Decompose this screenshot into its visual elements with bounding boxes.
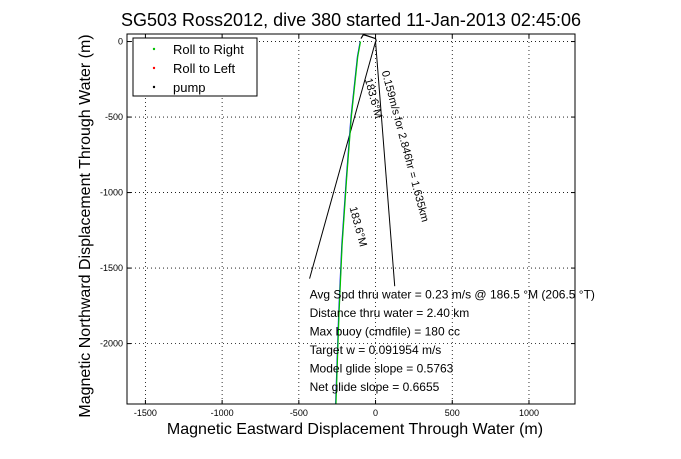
plot-area-frame	[126, 33, 576, 405]
legend-marker	[152, 85, 156, 89]
legend-label: Roll to Right	[173, 42, 244, 57]
heading-guide-line	[375, 41, 396, 287]
x-tick-label: -1000	[211, 408, 234, 418]
y-tick-label: -500	[105, 112, 123, 122]
heading-label: 183.6°M	[347, 205, 369, 248]
stats-annotation: Net glide slope = 0.6655	[310, 380, 440, 394]
stats-annotation: Avg Spd thru water = 0.23 m/s @ 186.5 °M…	[310, 287, 595, 301]
y-tick-label: -1000	[100, 188, 123, 198]
legend-label: pump	[173, 80, 206, 95]
x-tick-label: 1000	[519, 408, 539, 418]
y-axis-label: Magnetic Northward Displacement Through …	[77, 34, 94, 417]
legend-layer: Roll to Right Roll to Left pump	[132, 37, 258, 97]
y-tick-label: -1500	[100, 263, 123, 273]
heading-label: 183.6°M	[362, 77, 384, 120]
chart-title: SG503 Ross2012, dive 380 started 11-Jan-…	[121, 10, 581, 30]
track-line-2	[360, 34, 377, 42]
data-layer	[309, 34, 396, 405]
y-tick-label: -2000	[100, 339, 123, 349]
x-tick-label: 500	[445, 408, 460, 418]
stats-annotation: Max buoy (cmdfile) = 180 cc	[310, 324, 460, 338]
x-axis-label: Magnetic Eastward Displacement Through W…	[167, 421, 543, 438]
track-line-1	[335, 41, 362, 405]
tick-layer: -1500 -1000 -500 0 500 1000 0 -500 -1000 -1500 -20…	[100, 34, 575, 418]
heading-guide-line	[309, 41, 377, 279]
x-tick-label: -1500	[134, 408, 157, 418]
stats-annotation: Distance thru water = 2.40 km	[310, 306, 470, 320]
heading-label: 0.159m/s for 2.846hr = 1.635km	[379, 69, 431, 223]
x-tick-label: -500	[290, 408, 308, 418]
x-tick-label: 0	[373, 408, 378, 418]
legend-marker	[152, 66, 156, 70]
stats-annotation: Model glide slope = 0.5763	[310, 361, 454, 375]
legend-marker	[152, 47, 156, 51]
stats-annotation: Target w = 0.091954 m/s	[310, 343, 442, 357]
legend-label: Roll to Left	[173, 61, 236, 76]
y-tick-label: 0	[118, 37, 123, 47]
